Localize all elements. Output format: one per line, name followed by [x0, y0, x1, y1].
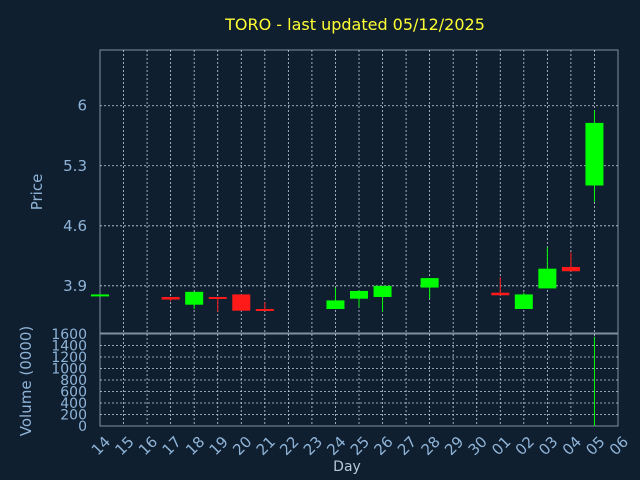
- volume-y-tick-label: 600: [60, 385, 87, 401]
- volume-y-tick-label: 1600: [51, 327, 87, 343]
- candle-body: [232, 294, 251, 311]
- volume-y-tick-label: 200: [60, 408, 87, 424]
- x-tick-label: 05: [582, 433, 608, 459]
- volume-grid: [100, 334, 618, 426]
- candles: [91, 110, 604, 312]
- price-y-tick-label: 5.3: [63, 157, 87, 175]
- x-tick-label: 17: [159, 433, 185, 459]
- candle-body: [208, 296, 227, 299]
- x-tick-label: 26: [370, 433, 396, 459]
- x-tick-label: 04: [559, 433, 585, 459]
- x-tick-label: 14: [88, 433, 114, 459]
- price-y-tick-label: 3.9: [63, 277, 87, 295]
- volume-y-tick-label: 1400: [51, 339, 87, 355]
- price-y-ticks: 3.9 4.6 5.3 6: [63, 97, 87, 295]
- x-tick-label: 19: [206, 433, 232, 459]
- volume-axis-label: Volume (0000): [17, 326, 35, 436]
- x-ticks: 1415161718192021222324252627282930010203…: [88, 433, 632, 459]
- x-tick-label: 30: [465, 433, 491, 459]
- x-tick-label: 03: [535, 433, 561, 459]
- x-tick-label: 27: [394, 433, 420, 459]
- x-tick-label: 22: [276, 433, 302, 459]
- chart-title: TORO - last updated 05/12/2025: [224, 15, 485, 34]
- x-tick-label: 20: [229, 433, 255, 459]
- candle-body: [538, 268, 557, 289]
- price-grid: [100, 50, 618, 333]
- x-tick-label: 25: [347, 433, 373, 459]
- candle-body: [373, 285, 392, 297]
- x-tick-label: 01: [488, 433, 514, 459]
- x-tick-label: 23: [300, 433, 326, 459]
- x-tick-label: 02: [512, 433, 538, 459]
- candle-body: [255, 308, 274, 311]
- x-tick-label: 18: [182, 433, 208, 459]
- price-y-tick-label: 4.6: [63, 217, 87, 235]
- candle-body: [514, 294, 533, 309]
- volume-y-tick-label: 800: [60, 373, 87, 389]
- price-axis-label: Price: [28, 174, 46, 211]
- x-tick-label: 28: [418, 433, 444, 459]
- volume-y-tick-label: 0: [78, 419, 87, 435]
- candle-body: [350, 290, 368, 299]
- candle-body: [326, 300, 345, 309]
- x-tick-label: 16: [135, 433, 161, 459]
- candle-body: [420, 278, 439, 288]
- x-tick-label: 06: [606, 433, 632, 459]
- volume-y-tick-label: 1000: [51, 362, 87, 378]
- x-tick-label: 21: [253, 433, 279, 459]
- candle-body: [585, 122, 604, 186]
- candle-body: [161, 296, 180, 300]
- volume-y-tick-label: 1200: [51, 350, 87, 366]
- x-axis-label: Day: [333, 459, 361, 475]
- x-tick-label: 15: [111, 433, 137, 459]
- candle-body: [491, 292, 510, 296]
- candle-body: [91, 294, 109, 297]
- x-tick-label: 24: [323, 433, 349, 459]
- candle-body: [185, 291, 204, 305]
- price-y-tick-label: 6: [77, 97, 87, 115]
- candle-body: [561, 266, 580, 272]
- volume-y-tick-label: 400: [60, 396, 87, 412]
- x-tick-label: 29: [441, 433, 467, 459]
